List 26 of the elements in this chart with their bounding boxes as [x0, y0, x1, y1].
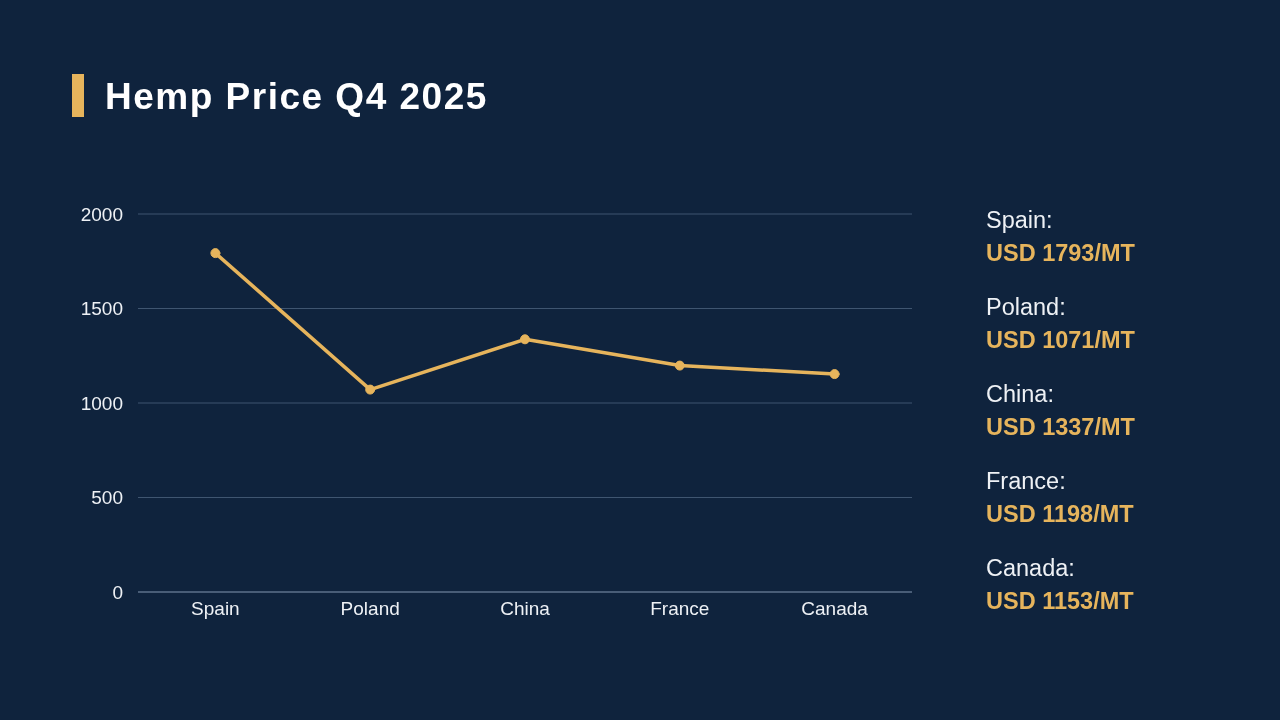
point [829, 369, 840, 380]
x-tick-label: France [650, 598, 710, 620]
point [210, 248, 221, 259]
text: Canada: [986, 554, 1076, 583]
chart-title: Hemp Price Q4 2025 [105, 75, 488, 119]
y-tick-label: 1500 [80, 298, 123, 320]
x-tick-label: Spain [191, 598, 240, 620]
text: USD 1071/MT [986, 326, 1135, 355]
text: USD 1153/MT [986, 587, 1135, 616]
x-tick-label: Poland [340, 598, 400, 620]
text: Spain: [986, 206, 1054, 235]
y-tick-label: 0 [112, 581, 123, 603]
text: USD 1337/MT [986, 413, 1135, 442]
x-tick-label: China [500, 598, 551, 620]
y-tick-label: 500 [91, 487, 123, 509]
y-tick-label: 1000 [80, 392, 123, 414]
x-tick-label: Canada [801, 598, 869, 620]
text: China: [986, 380, 1055, 409]
y-tick-label: 2000 [80, 203, 123, 225]
point [520, 334, 530, 345]
text: USD 1198/MT [986, 500, 1135, 529]
text: Poland: [986, 293, 1067, 322]
text: France: [986, 467, 1067, 496]
point [674, 360, 685, 371]
point [365, 384, 376, 395]
text: USD 1793/MT [986, 239, 1135, 268]
